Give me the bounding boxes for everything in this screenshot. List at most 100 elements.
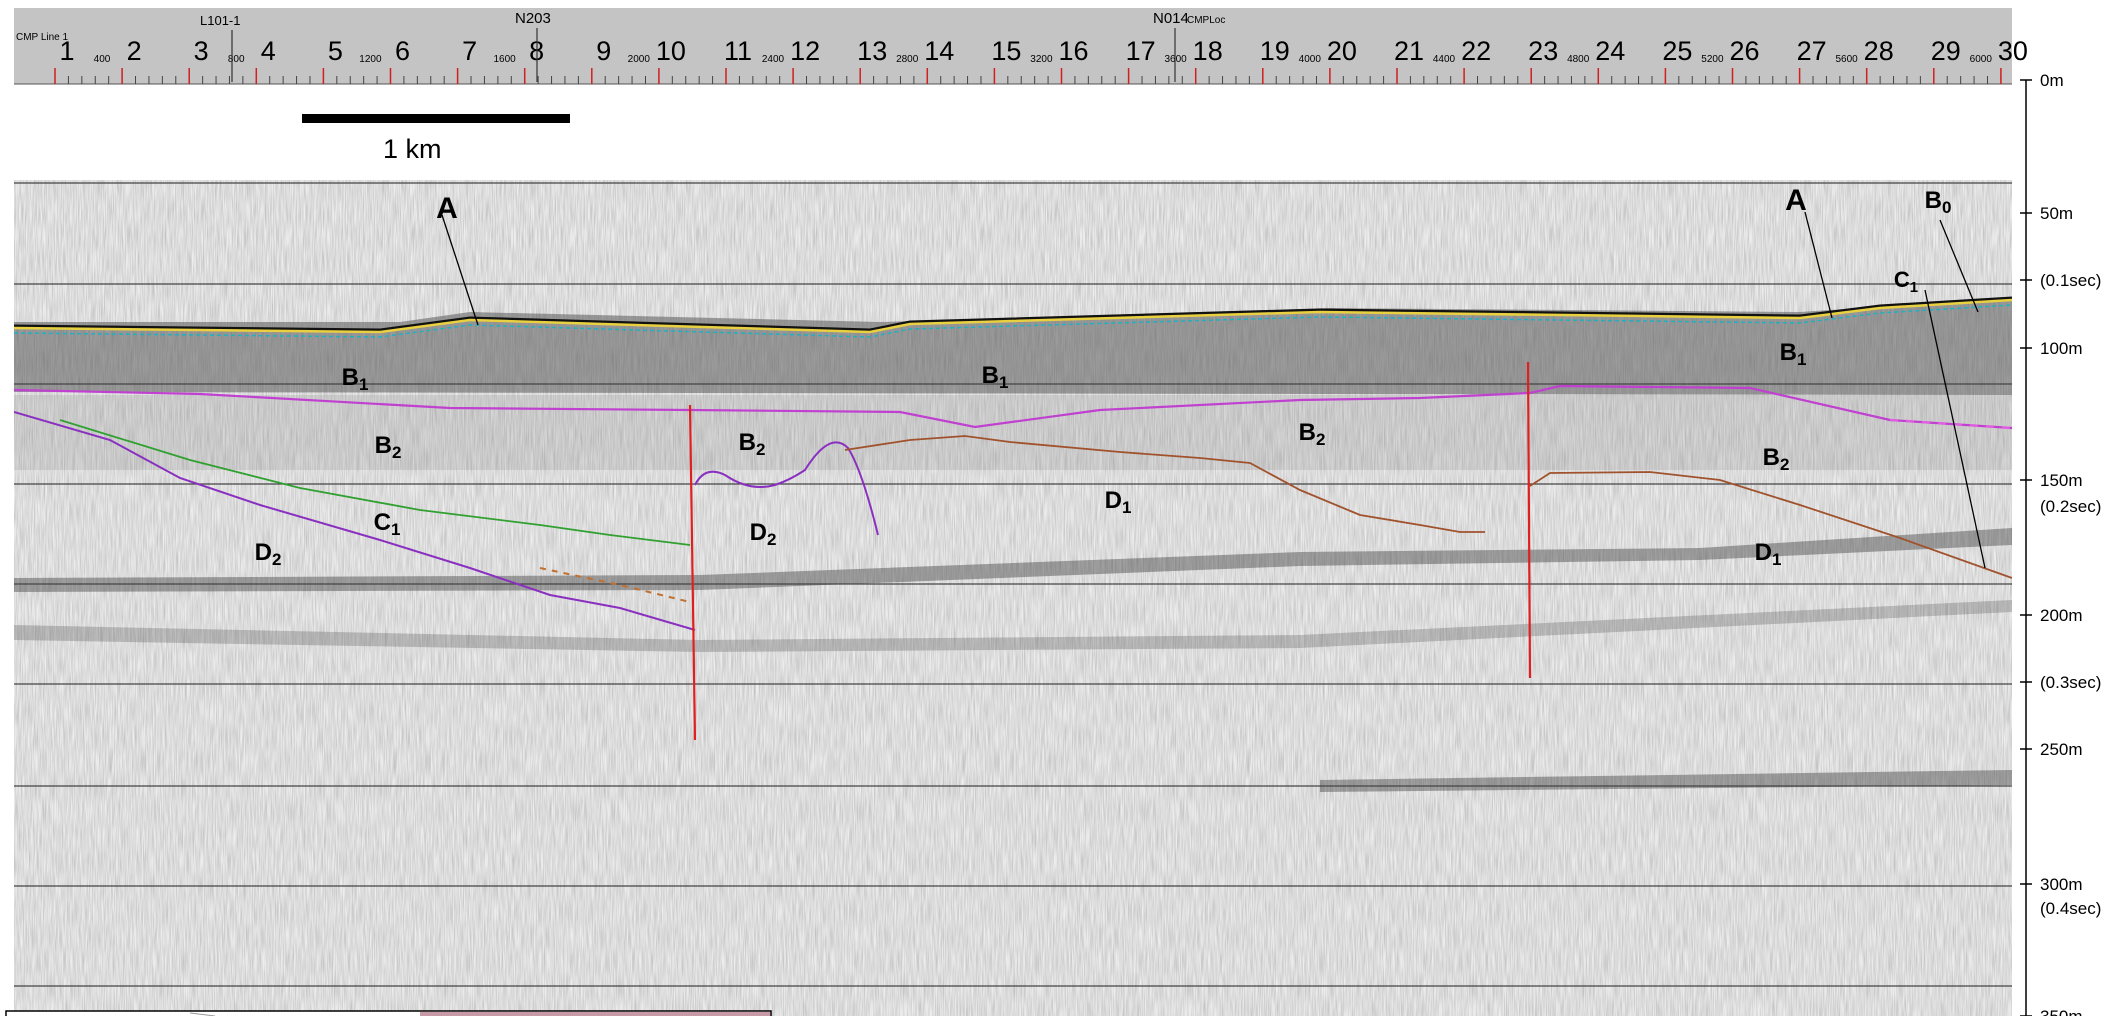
unit-label: D1 (1755, 539, 1782, 569)
ruler-tick-label: 2 (127, 36, 142, 66)
seafloor-cyan (14, 304, 2012, 338)
ruler-cmp-label: 400 (94, 54, 111, 65)
unit-label: B2 (739, 429, 766, 459)
ruler-tick-label: 7 (462, 36, 477, 66)
unit-label-base: B (342, 364, 359, 391)
unit-label: C1 (374, 509, 401, 539)
ruler-cmp-label: 4400 (1433, 54, 1456, 65)
ruler-tick-label: 23 (1528, 36, 1558, 66)
fault-left (688, 404, 697, 741)
unit-label-base: D (1105, 487, 1122, 514)
ruler-tick-label: 29 (1931, 36, 1961, 66)
ruler-tick-label: 9 (596, 36, 611, 66)
section-noise (14, 180, 2012, 1016)
ruler-major-labels: 1 2 3 4 5 6 7 8 9 10 11 12 13 14 15 16 17 18 19 20 21 22 23 24 2… (59, 36, 2027, 66)
ruler-cmp-label: 5200 (1701, 54, 1724, 65)
unit-label-subscript: 2 (756, 440, 765, 459)
depth-axis-label: 50m (2040, 204, 2073, 223)
ruler-tick-label: 14 (924, 36, 954, 66)
unit-label-subscript: 2 (1780, 455, 1789, 474)
ruler-tick-label: 15 (991, 36, 1021, 66)
ruler-tick-label: 19 (1260, 36, 1290, 66)
ruler-tick-label: 10 (656, 36, 686, 66)
seismic-section (14, 180, 2012, 1016)
survey-label-l101: L101-1 (200, 13, 240, 28)
ruler-cmp-label: 1200 (359, 54, 382, 65)
unit-label: D2 (750, 519, 777, 549)
unit-label: D2 (255, 539, 282, 569)
unit-label-subscript: 2 (392, 443, 401, 462)
unit-label-base: B (1763, 444, 1780, 471)
depth-axis-label: 150m (2040, 471, 2083, 490)
depth-grid (14, 182, 2012, 987)
location-inset-map (5, 1010, 772, 1016)
ruler-tick-label: 28 (1864, 36, 1894, 66)
depth-axis-label: 250m (2040, 740, 2083, 759)
depth-axis-label: 100m (2040, 339, 2083, 358)
boundary-b1-b2 (14, 384, 2012, 430)
ruler-tick-label: 5 (328, 36, 343, 66)
unit-label-base: B (375, 432, 392, 459)
unit-label-subscript: 2 (272, 550, 281, 569)
ruler-cmp-label: 800 (228, 54, 245, 65)
ruler-tick-label: 11 (724, 36, 752, 66)
survey-label-n014: N014 (1153, 10, 1189, 27)
unit-label-base: D (1755, 539, 1772, 566)
unit-label-base: A (1785, 184, 1807, 217)
unit-label: B1 (982, 362, 1009, 392)
unit-label-subscript: 2 (1316, 430, 1325, 449)
unit-label-subscript: 1 (1122, 498, 1131, 517)
line-label: CMP Line 1 (16, 32, 69, 43)
unit-label-base: C (1894, 267, 1910, 292)
unit-label-base: B (739, 429, 756, 456)
ruler-tick-label: 26 (1729, 36, 1759, 66)
unit-label-subscript: 0 (1942, 198, 1951, 217)
ruler-background (14, 8, 2012, 84)
ruler-tick-label: 12 (790, 36, 820, 66)
unit-label-subscript: 2 (767, 530, 776, 549)
seafloor-black (14, 296, 2012, 332)
ruler-tick-label: 20 (1327, 36, 1357, 66)
unit-label: A (1785, 184, 1807, 217)
unit-label-subscript: 1 (999, 373, 1008, 392)
ruler-tick-label: 25 (1662, 36, 1692, 66)
ruler-cmp-label: 4000 (1299, 54, 1322, 65)
unit-label-base: D (255, 539, 272, 566)
unit-label-base: B (1925, 187, 1942, 214)
ruler-tick-label: 30 (1998, 36, 2028, 66)
ruler-tick-label: 22 (1461, 36, 1491, 66)
unit-label-base: B (1299, 419, 1316, 446)
unit-label-base: B (982, 362, 999, 389)
depth-axis-label: (0.4sec) (2040, 899, 2101, 918)
ruler-cmp-label: 2800 (896, 54, 919, 65)
boundary-d2-mound (694, 441, 879, 536)
ruler-tick-label: 17 (1126, 36, 1156, 66)
unit-label-subscript: 1 (391, 520, 400, 539)
unit-label-subscript: 1 (359, 375, 368, 394)
ruler-tick-label: 27 (1797, 36, 1827, 66)
depth-axis-label: 350m (2040, 1007, 2083, 1016)
boundary-d2-left (14, 411, 696, 631)
unit-label-subscript: 1 (1797, 350, 1806, 369)
unit-label-base: D (750, 519, 767, 546)
unit-label: B2 (1763, 444, 1790, 474)
ruler-cmp-label: 1600 (493, 54, 516, 65)
ruler-cmp-label: 3600 (1164, 54, 1187, 65)
unit-label-base: C (374, 509, 391, 536)
boundary-d1-middle (844, 435, 1485, 533)
reflector-band-deep-1 (14, 528, 2012, 592)
depth-axis-label: (0.1sec) (2040, 271, 2101, 290)
ruler-tick-label: 1 (59, 36, 74, 66)
reflector-band-deep-2 (14, 600, 2012, 652)
ruler-tick-label: 24 (1595, 36, 1625, 66)
unit-label: C1 (1894, 267, 1918, 296)
depth-axis-label: (0.3sec) (2040, 673, 2101, 692)
ruler-tick-label: 3 (194, 36, 209, 66)
ruler-cmp-label: 2400 (762, 54, 785, 65)
ruler-cmp-label: 5600 (1835, 54, 1858, 65)
fault-right (1526, 361, 1532, 679)
ruler-cmp-labels: 400 800 1200 1600 2000 2400 2800 3200 3600 4000 44… (94, 54, 1993, 65)
depth-axis-label: 200m (2040, 606, 2083, 625)
depth-axis: 0m 50m (0.1sec) 100m 150m (0.2sec) 200m (0.3sec… (2020, 71, 2101, 1016)
